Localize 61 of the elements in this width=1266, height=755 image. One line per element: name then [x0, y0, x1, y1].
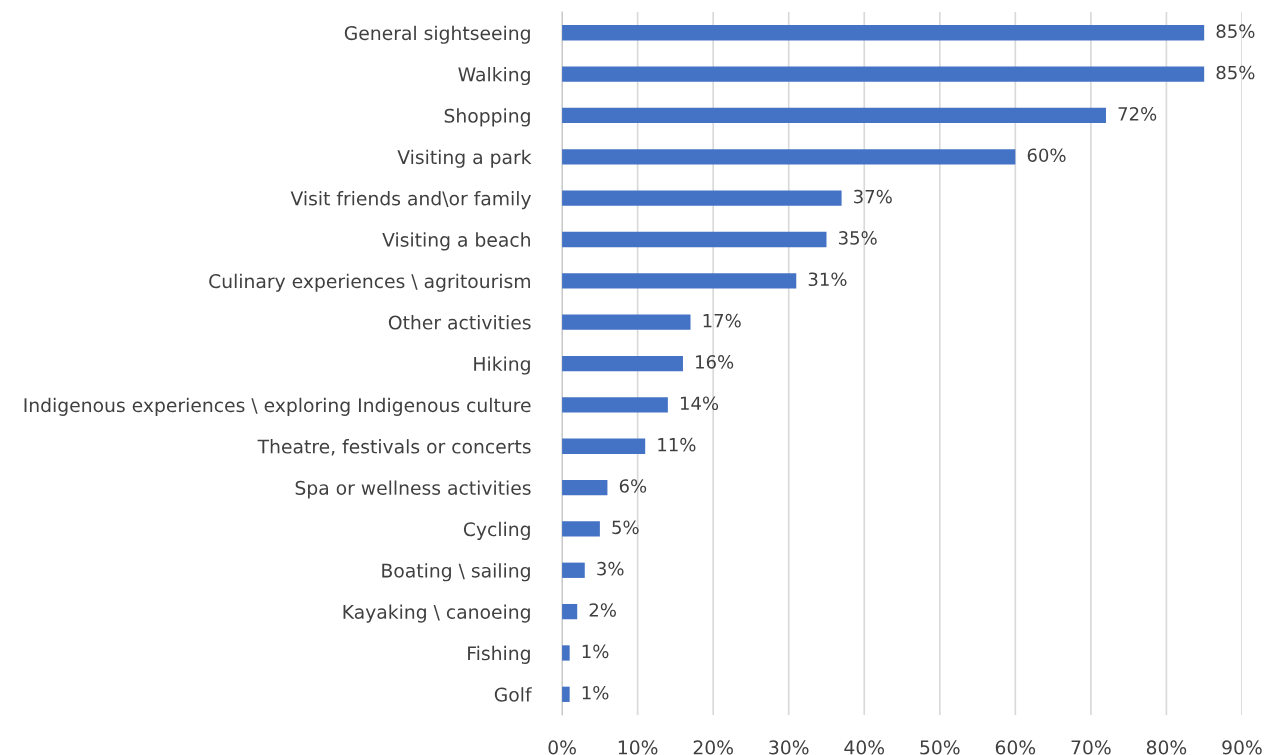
x-tick-label: 40% — [844, 740, 885, 755]
data-label: 2% — [589, 603, 616, 617]
x-tick-label: 30% — [769, 740, 809, 755]
bar — [562, 479, 608, 496]
bar — [562, 149, 1016, 165]
y-tick-label: Visiting a beach — [382, 232, 530, 251]
y-tick-label: Cycling — [463, 521, 530, 540]
bar — [562, 273, 797, 289]
data-label: 14% — [680, 396, 719, 411]
y-tick-label: Culinary experiences \ agritourism — [209, 273, 530, 292]
x-tick-label: 20% — [693, 740, 733, 755]
bar — [562, 25, 1205, 41]
data-label: 3% — [597, 561, 624, 576]
data-label: 16% — [696, 355, 734, 369]
x-tick-label: 80% — [1146, 740, 1187, 755]
data-label: 85% — [1216, 24, 1255, 38]
bar — [562, 645, 570, 661]
y-tick-label: Fishing — [468, 645, 530, 664]
data-label: 37% — [854, 189, 892, 204]
y-tick-label: Hiking — [474, 356, 530, 375]
data-label: 17% — [703, 313, 741, 328]
bar — [562, 314, 691, 330]
y-tick-label: Shopping — [444, 108, 530, 127]
data-label: 72% — [1118, 107, 1157, 121]
x-tick-label: 10% — [618, 740, 658, 755]
data-label: 1% — [582, 644, 609, 659]
data-label: 5% — [612, 520, 639, 535]
bar — [562, 686, 570, 702]
bar — [562, 603, 578, 620]
x-tick-label: 70% — [1071, 740, 1111, 755]
data-label: 11% — [658, 437, 696, 452]
bar — [562, 190, 842, 206]
bar — [562, 231, 827, 248]
x-tick-label: 0% — [548, 740, 576, 755]
data-label: 31% — [808, 272, 847, 287]
data-label: 85% — [1216, 65, 1255, 80]
y-tick-label: Boating \ sailing — [382, 563, 530, 582]
x-tick-label: 60% — [995, 740, 1036, 755]
data-label: 60% — [1027, 148, 1066, 163]
y-tick-label: Visit friends and\or family — [290, 191, 531, 210]
data-label: 6% — [619, 479, 647, 493]
y-tick-label: Other activities — [388, 315, 531, 330]
y-tick-label: Indigenous experiences \ exploring Indigenous culture — [24, 397, 531, 416]
y-tick-label: Kayaking \ canoeing — [343, 604, 530, 623]
bar — [562, 438, 646, 454]
y-tick-label: Walking — [458, 66, 530, 86]
y-tick-label: General sightseeing — [344, 25, 530, 44]
x-tick-label: 90% — [1222, 740, 1262, 755]
data-label: 1% — [582, 685, 609, 700]
bar — [562, 66, 1205, 82]
bar — [562, 562, 585, 578]
y-tick-label: Spa or wellness activities — [295, 480, 531, 499]
bar — [562, 521, 600, 537]
y-tick-label: Visiting a park — [397, 149, 532, 168]
data-label: 35% — [838, 231, 877, 245]
x-tick-label: 50% — [920, 740, 960, 755]
bar — [562, 355, 683, 372]
y-tick-label: Theatre, festivals or concerts — [257, 439, 531, 456]
bar — [562, 397, 668, 413]
bar — [562, 107, 1106, 124]
y-tick-label: Golf — [494, 687, 532, 702]
